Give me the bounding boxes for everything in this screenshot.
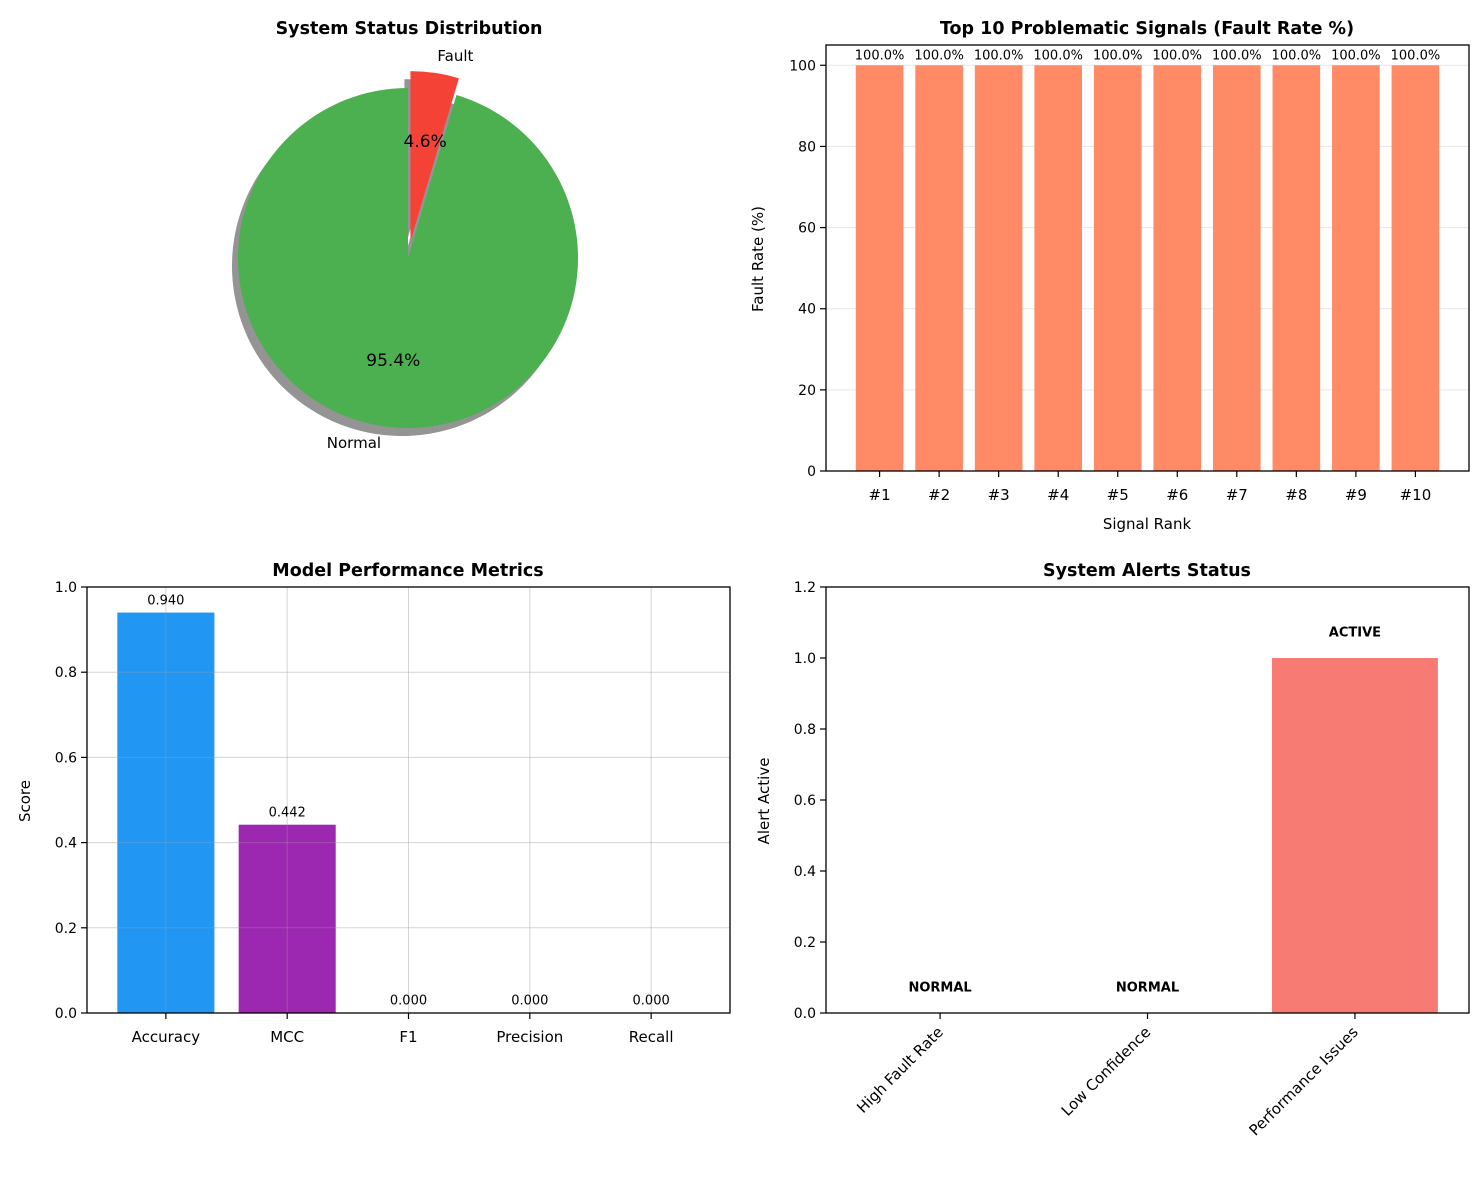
pie-chart-panel: System Status Distribution Normal 95.4% Fa… (231, 19, 579, 452)
x-tick-label: #1 (869, 486, 891, 504)
x-tick-label: #3 (988, 486, 1010, 504)
bar-value-label: 0.000 (390, 994, 427, 1009)
x-tick-label: #6 (1166, 486, 1188, 504)
bar-value-label: 0.000 (511, 994, 548, 1009)
pie-label-fault: Fault (437, 47, 473, 65)
x-tick-label: Recall (629, 1028, 674, 1046)
bar-value-label: 100.0% (974, 48, 1024, 63)
y-tick-label: 80 (798, 139, 816, 155)
alerts-chart-panel: System Alerts Status Alert Active NORMAL… (755, 561, 1470, 1139)
alerts-y-axis-label: Alert Active (755, 758, 773, 845)
bar-value-label: 0.940 (147, 593, 184, 608)
y-tick-label: 0.0 (794, 1006, 816, 1022)
bar--5 (1093, 65, 1142, 472)
bar-value-label: 100.0% (914, 48, 964, 63)
x-tick-label: F1 (399, 1028, 417, 1046)
bar--10 (1391, 65, 1440, 472)
bar-value-label: 0.000 (633, 994, 670, 1009)
x-tick-label: High Fault Rate (853, 1023, 947, 1117)
metrics-y-axis-label: Score (16, 780, 34, 822)
y-tick-label: 0.8 (55, 665, 77, 681)
bar-accuracy (117, 612, 215, 1013)
y-tick-label: 40 (798, 302, 816, 318)
pie-slice-fault (410, 71, 459, 242)
x-tick-label: Precision (496, 1028, 563, 1046)
bar-value-label: NORMAL (908, 980, 971, 995)
x-tick-label: #2 (928, 486, 950, 504)
axes-frame (825, 44, 1470, 472)
metrics-chart-title: Model Performance Metrics (272, 561, 543, 581)
alerts-chart-title: System Alerts Status (1043, 561, 1251, 581)
pie-percent-normal: 95.4% (366, 351, 420, 371)
y-tick-label: 0.0 (55, 1006, 77, 1022)
metrics-chart-panel: Model Performance Metrics Score 0.940 0.4… (16, 561, 731, 1046)
y-tick-label: 1.0 (55, 580, 77, 596)
bar-value-label: 100.0% (855, 48, 905, 63)
bar-value-label: 0.442 (269, 805, 306, 820)
y-tick-label: 0.6 (55, 750, 77, 766)
y-tick-label: 0.4 (794, 864, 816, 880)
bar-value-label: 100.0% (1391, 48, 1441, 63)
y-tick-label: 0.2 (794, 935, 816, 951)
y-tick-label: 100 (789, 58, 816, 74)
bar--3 (974, 65, 1023, 472)
signals-x-axis-label: Signal Rank (1103, 515, 1192, 533)
pie-label-normal: Normal (327, 434, 381, 452)
x-tick-label: #10 (1400, 486, 1432, 504)
bar--9 (1332, 65, 1380, 472)
x-tick-label: Accuracy (132, 1028, 201, 1046)
y-tick-label: 20 (798, 383, 816, 399)
bar--7 (1212, 65, 1261, 472)
x-tick-label: MCC (270, 1028, 304, 1046)
bar-value-label: ACTIVE (1329, 625, 1381, 640)
signals-y-axis-label: Fault Rate (%) (749, 206, 767, 312)
x-tick-label: #7 (1226, 486, 1248, 504)
bar--4 (1034, 65, 1083, 472)
y-tick-label: 0 (807, 464, 816, 480)
bar-performance-issues (1271, 658, 1438, 1013)
y-tick-label: 1.0 (794, 651, 816, 667)
bar--2 (915, 65, 963, 472)
bar-value-label: 100.0% (1272, 48, 1322, 63)
y-tick-label: 0.4 (55, 836, 77, 852)
bar-value-label: 100.0% (1331, 48, 1381, 63)
pie-percent-fault: 4.6% (404, 132, 447, 152)
bar-value-label: NORMAL (1116, 980, 1179, 995)
bar-value-label: 100.0% (1152, 48, 1202, 63)
x-tick-label: #9 (1345, 486, 1367, 504)
pie-chart-title: System Status Distribution (276, 19, 543, 39)
bar--8 (1272, 65, 1321, 472)
x-tick-label: #8 (1285, 486, 1307, 504)
signals-chart-title: Top 10 Problematic Signals (Fault Rate %… (940, 19, 1354, 39)
bar--1 (855, 65, 904, 472)
bar-value-label: 100.0% (1212, 48, 1262, 63)
bar-value-label: 100.0% (1033, 48, 1083, 63)
signals-chart-panel: Top 10 Problematic Signals (Fault Rate %… (749, 19, 1470, 533)
y-tick-label: 0.8 (794, 722, 816, 738)
bar--6 (1153, 65, 1202, 472)
y-tick-label: 60 (798, 221, 816, 237)
bar-value-label: 100.0% (1093, 48, 1143, 63)
y-tick-label: 1.2 (794, 580, 816, 596)
x-tick-label: #4 (1047, 486, 1069, 504)
pie-slice-normal (238, 88, 579, 428)
bar-mcc (238, 824, 336, 1013)
x-tick-label: Performance Issues (1245, 1023, 1361, 1139)
x-tick-label: Low Confidence (1058, 1023, 1155, 1120)
y-tick-label: 0.6 (794, 793, 816, 809)
x-tick-label: #5 (1107, 486, 1129, 504)
y-tick-label: 0.2 (55, 921, 77, 937)
